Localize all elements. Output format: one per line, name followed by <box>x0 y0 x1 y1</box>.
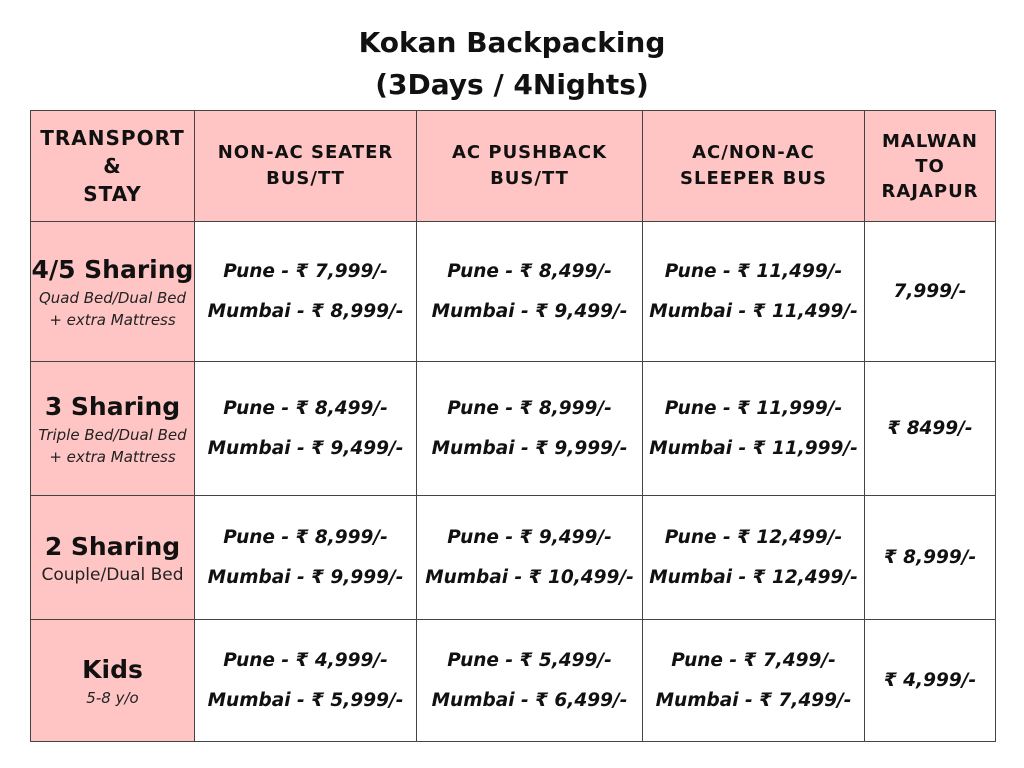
price-mumbai: Mumbai - ₹ 9,999/- <box>207 566 404 588</box>
title-line-1: Kokan Backpacking <box>358 26 666 59</box>
price-mumbai: Mumbai - ₹ 9,999/- <box>431 437 628 459</box>
price-pune: Pune - ₹ 8,999/- <box>223 526 388 548</box>
row-header: Kids 5-8 y/o <box>30 619 195 742</box>
price-mumbai: Mumbai - ₹ 11,999/- <box>649 437 858 459</box>
header-transport-stay: TRANSPORT & STAY <box>30 110 195 222</box>
row-title: 3 Sharing <box>44 391 181 421</box>
price-pune: Pune - ₹ 7,499/- <box>671 649 836 671</box>
row-subtitle: + extra Mattress <box>49 310 176 329</box>
price-cell: Pune - ₹ 8,499/- Mumbai - ₹ 9,499/- <box>416 221 643 362</box>
malwan-price: ₹ 8,999/- <box>883 547 977 568</box>
row-subtitle: + extra Mattress <box>49 447 176 466</box>
table-row: 3 Sharing Triple Bed/Dual Bed + extra Matt… <box>30 361 996 496</box>
malwan-price: ₹ 8499/- <box>887 418 973 439</box>
price-mumbai: Mumbai - ₹ 6,499/- <box>431 689 628 711</box>
header-non-ac-seater: NON-AC SEATER BUS/TT <box>194 110 417 222</box>
row-subtitle: Couple/Dual Bed <box>41 564 184 585</box>
header-text: NON-AC SEATER <box>217 142 394 163</box>
price-pune: Pune - ₹ 8,499/- <box>447 260 612 282</box>
header-text: AC PUSHBACK <box>451 142 608 163</box>
header-row: TRANSPORT & STAY NON-AC SEATER BUS/TT AC … <box>30 110 996 222</box>
price-pune: Pune - ₹ 11,999/- <box>664 397 843 419</box>
price-mumbai: Mumbai - ₹ 11,499/- <box>649 300 858 322</box>
table-row: Kids 5-8 y/o Pune - ₹ 4,999/- Mumbai - ₹ … <box>30 619 996 742</box>
malwan-price: 7,999/- <box>893 281 967 302</box>
header-text: AC/NON-AC <box>692 142 815 163</box>
row-title: 2 Sharing <box>44 531 181 561</box>
pricing-table: TRANSPORT & STAY NON-AC SEATER BUS/TT AC … <box>30 110 996 742</box>
page-title: Kokan Backpacking (3Days / 4Nights) <box>0 22 1024 106</box>
header-text: SLEEPER BUS <box>680 168 827 189</box>
row-subtitle: 5-8 y/o <box>86 688 139 707</box>
header-text: TRANSPORT <box>40 126 185 150</box>
price-cell: Pune - ₹ 11,499/- Mumbai - ₹ 11,499/- <box>642 221 865 362</box>
header-text: RAJAPUR <box>881 180 979 202</box>
header-text: BUS/TT <box>490 168 569 189</box>
price-cell: Pune - ₹ 8,999/- Mumbai - ₹ 9,999/- <box>194 495 417 620</box>
price-cell: Pune - ₹ 8,999/- Mumbai - ₹ 9,999/- <box>416 361 643 496</box>
header-ac-pushback: AC PUSHBACK BUS/TT <box>416 110 643 222</box>
row-subtitle: Quad Bed/Dual Bed <box>38 288 187 307</box>
price-pune: Pune - ₹ 5,499/- <box>447 649 612 671</box>
row-title: Kids <box>82 654 143 684</box>
price-cell: Pune - ₹ 9,499/- Mumbai - ₹ 10,499/- <box>416 495 643 620</box>
price-cell: Pune - ₹ 12,499/- Mumbai - ₹ 12,499/- <box>642 495 865 620</box>
price-mumbai: Mumbai - ₹ 10,499/- <box>425 566 634 588</box>
price-cell: Pune - ₹ 7,499/- Mumbai - ₹ 7,499/- <box>642 619 865 742</box>
price-cell: Pune - ₹ 8,499/- Mumbai - ₹ 9,499/- <box>194 361 417 496</box>
price-cell: Pune - ₹ 7,999/- Mumbai - ₹ 8,999/- <box>194 221 417 362</box>
price-mumbai: Mumbai - ₹ 9,499/- <box>431 300 628 322</box>
price-cell: Pune - ₹ 5,499/- Mumbai - ₹ 6,499/- <box>416 619 643 742</box>
price-mumbai: Mumbai - ₹ 12,499/- <box>649 566 858 588</box>
price-mumbai: Mumbai - ₹ 9,499/- <box>207 437 404 459</box>
malwan-price-cell: 7,999/- <box>864 221 996 362</box>
price-mumbai: Mumbai - ₹ 8,999/- <box>207 300 404 322</box>
price-pune: Pune - ₹ 4,999/- <box>223 649 388 671</box>
price-mumbai: Mumbai - ₹ 5,999/- <box>207 689 404 711</box>
price-pune: Pune - ₹ 11,499/- <box>664 260 843 282</box>
header-malwan-rajapur: MALWAN TO RAJAPUR <box>864 110 996 222</box>
row-header: 4/5 Sharing Quad Bed/Dual Bed + extra Matt… <box>30 221 195 362</box>
header-sleeper-bus: AC/NON-AC SLEEPER BUS <box>642 110 865 222</box>
malwan-price-cell: ₹ 8499/- <box>864 361 996 496</box>
price-pune: Pune - ₹ 7,999/- <box>223 260 388 282</box>
row-header: 3 Sharing Triple Bed/Dual Bed + extra Matt… <box>30 361 195 496</box>
table-row: 4/5 Sharing Quad Bed/Dual Bed + extra Matt… <box>30 221 996 362</box>
header-text: TO <box>915 155 945 177</box>
price-cell: Pune - ₹ 11,999/- Mumbai - ₹ 11,999/- <box>642 361 865 496</box>
malwan-price-cell: ₹ 4,999/- <box>864 619 996 742</box>
price-pune: Pune - ₹ 12,499/- <box>664 526 843 548</box>
row-subtitle: Triple Bed/Dual Bed <box>38 425 187 444</box>
price-pune: Pune - ₹ 8,999/- <box>447 397 612 419</box>
table-row: 2 Sharing Couple/Dual Bed Pune - ₹ 8,999/… <box>30 495 996 620</box>
header-text: BUS/TT <box>266 168 345 189</box>
row-title: 4/5 Sharing <box>31 254 194 284</box>
price-pune: Pune - ₹ 9,499/- <box>447 526 612 548</box>
header-text: MALWAN <box>882 130 978 152</box>
malwan-price: ₹ 4,999/- <box>883 670 977 691</box>
malwan-price-cell: ₹ 8,999/- <box>864 495 996 620</box>
price-mumbai: Mumbai - ₹ 7,499/- <box>655 689 852 711</box>
price-pune: Pune - ₹ 8,499/- <box>223 397 388 419</box>
price-cell: Pune - ₹ 4,999/- Mumbai - ₹ 5,999/- <box>194 619 417 742</box>
header-text: & <box>103 154 122 178</box>
header-text: STAY <box>83 182 142 206</box>
title-line-2: (3Days / 4Nights) <box>375 68 649 101</box>
row-header: 2 Sharing Couple/Dual Bed <box>30 495 195 620</box>
